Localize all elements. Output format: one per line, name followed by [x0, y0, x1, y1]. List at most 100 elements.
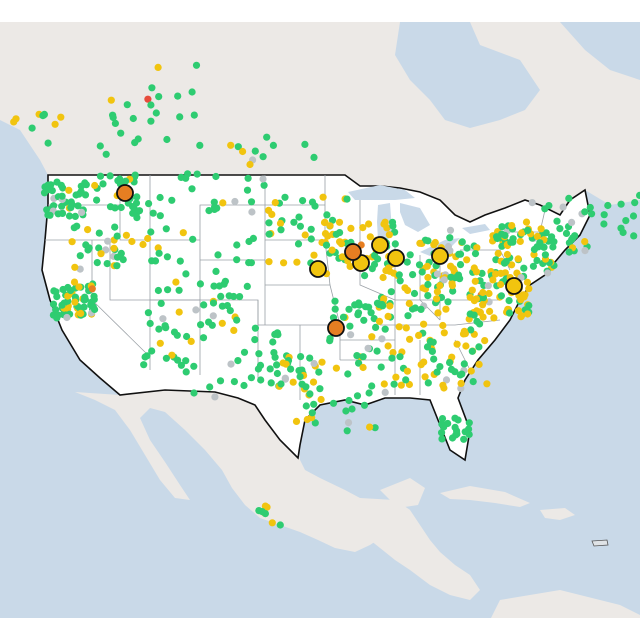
sensor-dot[interactable]	[498, 223, 506, 231]
sensor-dot[interactable]	[565, 194, 573, 202]
sensor-dot[interactable]	[296, 222, 304, 230]
sensor-dot[interactable]	[311, 419, 319, 427]
sensor-dot[interactable]	[440, 276, 448, 284]
sensor-dot[interactable]	[164, 286, 172, 294]
sensor-dot[interactable]	[254, 365, 262, 373]
sensor-dot[interactable]	[396, 277, 404, 285]
sensor-dot[interactable]	[233, 256, 241, 264]
sensor-dot[interactable]	[217, 292, 225, 300]
sensor-dot[interactable]	[442, 305, 450, 313]
sensor-dot[interactable]	[182, 270, 190, 278]
sensor-dot[interactable]	[65, 186, 73, 194]
sensor-dot[interactable]	[354, 311, 362, 319]
sensor-dot[interactable]	[214, 251, 222, 259]
sensor-dot[interactable]	[424, 273, 432, 282]
sensor-dot[interactable]	[297, 353, 305, 361]
sensor-dot[interactable]	[91, 305, 99, 314]
sensor-dot[interactable]	[154, 244, 162, 252]
sensor-dot[interactable]	[361, 272, 369, 280]
sensor-dot[interactable]	[468, 286, 476, 294]
sensor-dot[interactable]	[78, 208, 86, 216]
sensor-dot[interactable]	[548, 233, 556, 241]
sensor-dot[interactable]	[196, 141, 204, 149]
sensor-dot[interactable]	[211, 393, 219, 401]
sensor-dot[interactable]	[368, 265, 376, 273]
sensor-dot[interactable]	[265, 258, 273, 266]
sensor-dot[interactable]	[335, 218, 344, 226]
sensor-dot[interactable]	[533, 243, 541, 251]
sensor-dot[interactable]	[405, 299, 413, 308]
sensor-dot[interactable]	[467, 326, 475, 334]
sensor-dot[interactable]	[365, 220, 373, 228]
sensor-dot[interactable]	[518, 229, 526, 237]
sensor-dot[interactable]	[58, 192, 66, 200]
sensor-dot[interactable]	[388, 354, 396, 362]
sensor-dot[interactable]	[210, 198, 218, 206]
sensor-dot[interactable]	[110, 244, 118, 252]
sensor-dot[interactable]	[265, 219, 273, 227]
sensor-dot[interactable]	[451, 423, 459, 431]
sensor-dot[interactable]	[50, 202, 58, 210]
sensor-dot[interactable]	[190, 389, 198, 397]
sensor-dot[interactable]	[360, 316, 368, 324]
sensor-dot[interactable]	[359, 353, 367, 361]
sensor-dot[interactable]	[301, 231, 309, 239]
sensor-dot[interactable]	[154, 286, 162, 295]
sensor-dot[interactable]	[436, 282, 444, 290]
sensor-dot[interactable]	[251, 324, 259, 332]
sensor-dot[interactable]	[157, 299, 165, 307]
sensor-dot[interactable]	[600, 211, 608, 219]
sensor-dot[interactable]	[155, 325, 163, 333]
sensor-dot[interactable]	[293, 258, 301, 266]
sensor-dot[interactable]	[307, 235, 315, 243]
sensor-dot[interactable]	[233, 316, 241, 324]
sensor-dot[interactable]	[63, 313, 71, 322]
sensor-dot[interactable]	[75, 283, 83, 291]
sensor-dot[interactable]	[385, 231, 393, 239]
sensor-dot[interactable]	[516, 237, 524, 245]
sensor-dot[interactable]	[273, 361, 281, 369]
sensor-dot[interactable]	[162, 225, 170, 233]
sensor-dot[interactable]	[328, 246, 336, 254]
sensor-dot[interactable]	[53, 293, 61, 301]
sensor-dot[interactable]	[379, 302, 387, 310]
sensor-dot[interactable]	[581, 238, 589, 246]
sensor-dot[interactable]	[247, 198, 256, 206]
sensor-dot[interactable]	[68, 238, 76, 246]
sensor-dot[interactable]	[332, 364, 340, 372]
sensor-dot[interactable]	[604, 201, 612, 210]
highlighted-station-marker[interactable]	[309, 260, 327, 278]
sensor-dot[interactable]	[389, 222, 397, 230]
sensor-dot[interactable]	[114, 177, 122, 185]
sensor-dot[interactable]	[347, 331, 355, 339]
sensor-dot[interactable]	[48, 187, 56, 195]
sensor-dot[interactable]	[406, 335, 414, 343]
sensor-dot[interactable]	[154, 63, 162, 71]
sensor-dot[interactable]	[259, 175, 267, 183]
sensor-dot[interactable]	[307, 225, 315, 233]
sensor-dot[interactable]	[449, 287, 457, 295]
sensor-dot[interactable]	[497, 292, 505, 300]
sensor-dot[interactable]	[386, 302, 394, 310]
sensor-dot[interactable]	[128, 237, 136, 246]
sensor-dot[interactable]	[359, 363, 367, 372]
sensor-dot[interactable]	[336, 238, 344, 246]
sensor-dot[interactable]	[70, 278, 79, 286]
sensor-dot[interactable]	[233, 241, 241, 249]
sensor-dot[interactable]	[209, 299, 218, 307]
sensor-dot[interactable]	[395, 271, 403, 279]
sensor-dot[interactable]	[505, 309, 514, 317]
sensor-dot[interactable]	[245, 237, 253, 246]
sensor-dot[interactable]	[192, 306, 200, 314]
sensor-dot[interactable]	[111, 223, 119, 231]
sensor-dot[interactable]	[588, 210, 596, 218]
sensor-dot[interactable]	[426, 337, 434, 346]
sensor-dot[interactable]	[257, 376, 265, 384]
sensor-dot[interactable]	[418, 268, 426, 276]
sensor-dot[interactable]	[59, 285, 67, 294]
sensor-dot[interactable]	[617, 200, 625, 208]
sensor-dot[interactable]	[182, 368, 190, 376]
sensor-dot[interactable]	[581, 247, 589, 255]
sensor-dot[interactable]	[156, 193, 164, 202]
sensor-dot[interactable]	[381, 388, 389, 396]
